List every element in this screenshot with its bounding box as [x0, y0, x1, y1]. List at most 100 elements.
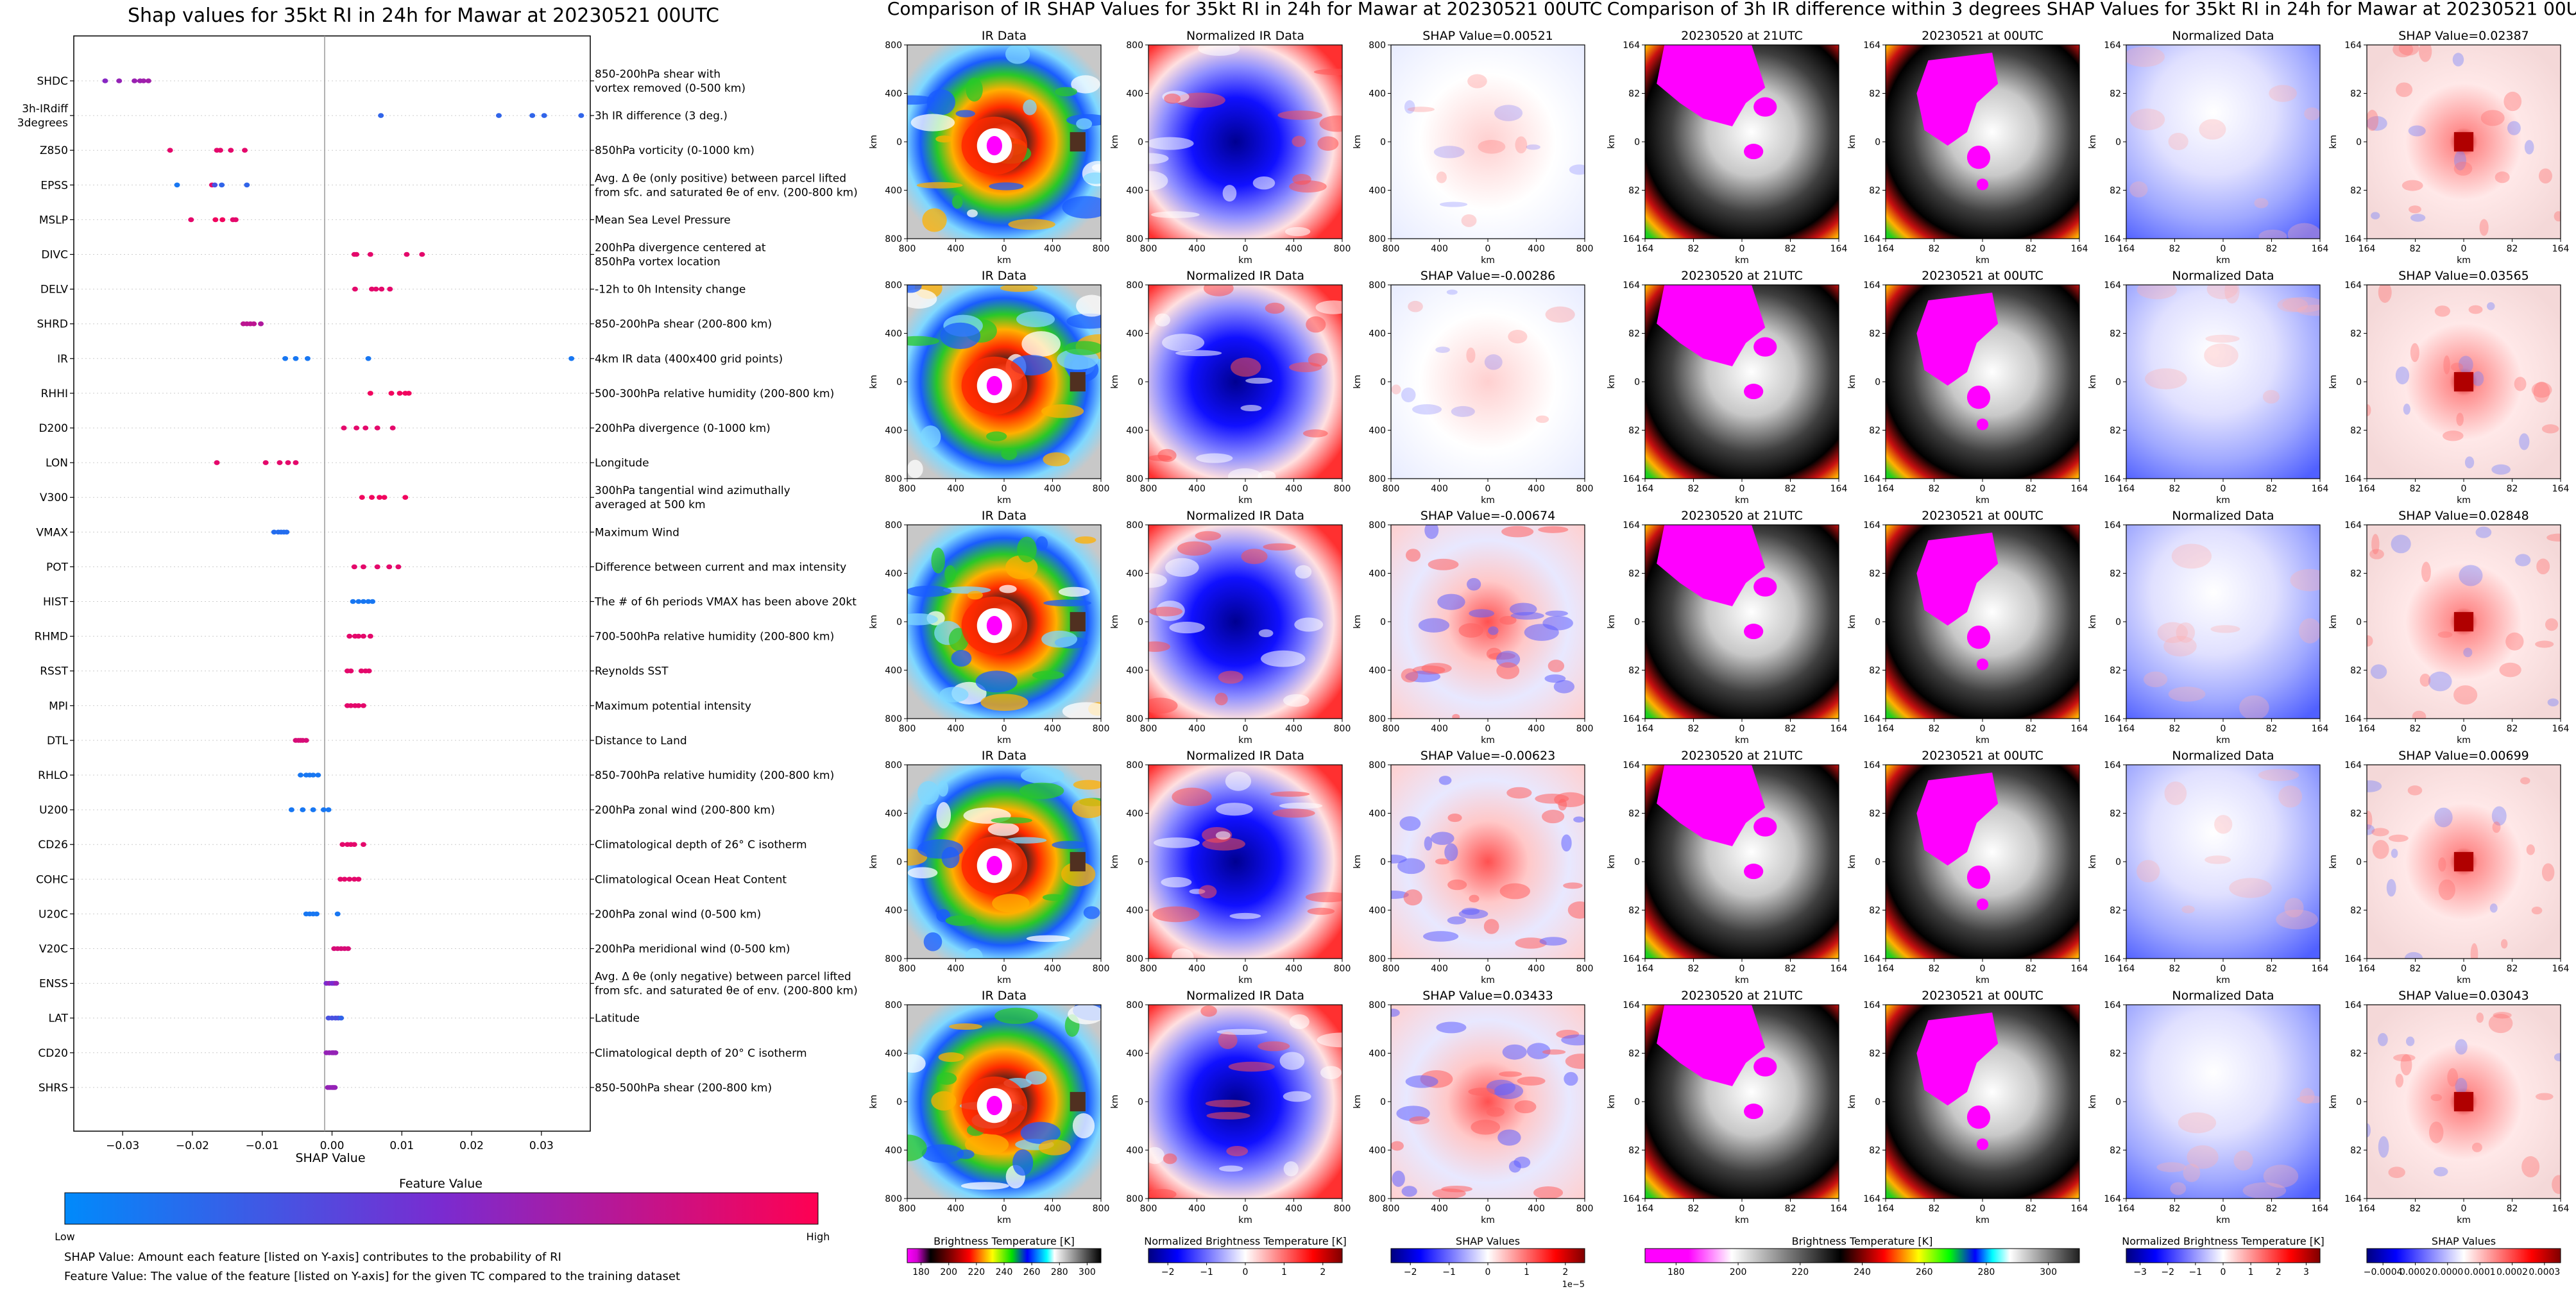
colorbar-tick-label: 240	[996, 1267, 1013, 1277]
shap-point	[388, 391, 395, 396]
y-axis-label: km	[2328, 375, 2339, 389]
shap-image	[1391, 285, 1585, 479]
y-tick-label: 164	[2104, 1194, 2121, 1204]
x-tick-label: 82	[1785, 244, 1796, 254]
y-tick-label: 0	[2115, 617, 2121, 627]
shap-point	[367, 633, 373, 639]
shap-point	[358, 668, 364, 674]
subplot-title: 20230520 at 21UTC	[1681, 509, 1803, 523]
shap-point	[402, 495, 409, 500]
x-tick-label: 82	[2410, 724, 2421, 734]
y-axis-label: km	[1110, 135, 1120, 149]
subplot-title: Normalized IR Data	[1186, 749, 1304, 763]
feature-description-label: Mean Sea Level Pressure	[595, 214, 731, 226]
y-tick-label: 0	[896, 857, 902, 867]
subplot-title: 20230520 at 21UTC	[1681, 749, 1803, 763]
x-tick-label: 82	[2026, 964, 2037, 974]
x-tick-label: 800	[1334, 964, 1351, 974]
y-axis-label: km	[1847, 615, 1857, 629]
colorbar-tick-label: 200	[1730, 1267, 1747, 1277]
x-tick-label: 800	[1576, 724, 1594, 734]
y-tick-label: 164	[1623, 954, 1640, 964]
y-tick-label: 82	[1869, 906, 1881, 916]
feature-description-label: The # of 6h periods VMAX has been above …	[594, 596, 857, 609]
shap-point	[541, 113, 547, 118]
y-tick-label: 800	[885, 1194, 902, 1204]
x-tick-label: 164	[2118, 1204, 2135, 1214]
x-axis-label: km	[1735, 735, 1749, 746]
shap-point	[338, 1015, 345, 1021]
x-axis-label: km	[2457, 1215, 2471, 1225]
ir-subplot: SHAP Value=-0.00286800800400400004004008…	[1352, 269, 1593, 506]
irdiff-subplot: 20230520 at 21UTC1641648282008282164164k…	[1607, 509, 1847, 746]
feature-name-label: POT	[46, 561, 69, 574]
x-tick-label: 82	[1929, 724, 1940, 734]
y-tick-label: 800	[885, 520, 902, 531]
y-tick-label: 400	[1126, 569, 1143, 579]
y-tick-label: 164	[1863, 1194, 1881, 1204]
shap-point	[397, 391, 403, 396]
y-tick-label: 0	[1380, 617, 1386, 627]
y-tick-label: 400	[1126, 1146, 1143, 1156]
shap-image	[1391, 765, 1585, 959]
y-tick-label: 400	[1126, 426, 1143, 436]
shap-point	[333, 980, 339, 986]
y-tick-label: 800	[1369, 40, 1386, 51]
y-tick-label: 400	[1126, 666, 1143, 676]
x-tick-label: 0	[1243, 724, 1249, 734]
irdiff-subplot: SHAP Value=0.035651641648282008282164164…	[2328, 269, 2569, 506]
x-axis-label: km	[2216, 495, 2230, 506]
colorbar-tick-label: 240	[1854, 1267, 1871, 1277]
x-tick-label: 82	[2410, 484, 2421, 494]
feature-name-label: CD20	[38, 1047, 68, 1060]
irdiff-subplot: SHAP Value=0.006991641648282008282164164…	[2328, 749, 2569, 986]
x-tick-label: 0	[1002, 724, 1007, 734]
x-tick-label: 164	[1637, 724, 1654, 734]
y-tick-label: 82	[1628, 569, 1640, 579]
x-tick-label: 800	[1383, 484, 1400, 494]
colorbar-label: Feature Value	[399, 1177, 482, 1191]
x-tick-label: 164	[1830, 244, 1848, 254]
y-tick-label: 0	[1138, 377, 1143, 388]
x-axis-label: km	[997, 735, 1011, 746]
x-axis-label: km	[1481, 495, 1495, 506]
feature-description-label: Longitude	[595, 457, 649, 470]
colorbar-tick-label: −2	[2161, 1267, 2174, 1277]
shap-point	[303, 738, 309, 743]
feature-rows: SHDC 850-200hPa shear with vortex removed …	[17, 68, 858, 1095]
x-tick-label: 0	[2461, 964, 2467, 974]
colorbar-tick-label: 300	[1079, 1267, 1096, 1277]
y-tick-label: 82	[2110, 1049, 2121, 1059]
x-tick-label: 0.03	[529, 1140, 554, 1152]
subplot-title: 20230520 at 21UTC	[1681, 269, 1803, 283]
shap-point	[102, 78, 108, 83]
x-tick-label: 400	[1285, 724, 1302, 734]
feature-name-label: LON	[46, 457, 68, 470]
subplot-title: SHAP Value=0.00699	[2398, 749, 2529, 763]
ir-subplot: Normalized IR Data8008004004000040040080…	[1110, 749, 1351, 986]
y-tick-label: 0	[1634, 857, 1640, 867]
feature-name-label: HIST	[43, 596, 69, 609]
x-tick-label: 82	[1929, 244, 1940, 254]
feature-description-label: 200hPa divergence centered at 850hPa vort…	[595, 242, 766, 269]
y-tick-label: 0	[1634, 137, 1640, 148]
x-axis-label: km	[1735, 255, 1749, 266]
x-tick-label: 0	[1243, 1204, 1249, 1214]
y-tick-label: 164	[2344, 1000, 2362, 1011]
ir-shap-panel: Comparison of IR SHAP Values for 35kt RI…	[869, 0, 1602, 1289]
shap-point	[214, 460, 220, 465]
x-tick-label: 164	[2358, 724, 2376, 734]
feature-description-label: 850-500hPa shear (200-800 km)	[595, 1082, 772, 1095]
x-tick-label: 800	[899, 244, 916, 254]
colorbar-low: Low	[55, 1231, 75, 1243]
irdiff-image-grid: 20230520 at 21UTC1641648282008282164164k…	[1607, 29, 2569, 1225]
y-tick-label: 800	[1369, 1000, 1386, 1011]
feature-description-label: 200hPa zonal wind (0-500 km)	[595, 908, 761, 921]
x-tick-label: 400	[1285, 484, 1302, 494]
y-tick-label: 0	[2356, 1097, 2362, 1107]
y-tick-label: 0	[1138, 137, 1143, 148]
subplot-title: Normalized IR Data	[1186, 509, 1304, 523]
x-tick-label: 400	[1431, 724, 1448, 734]
y-tick-label: 164	[2344, 1194, 2362, 1204]
y-tick-label: 164	[1863, 40, 1881, 51]
